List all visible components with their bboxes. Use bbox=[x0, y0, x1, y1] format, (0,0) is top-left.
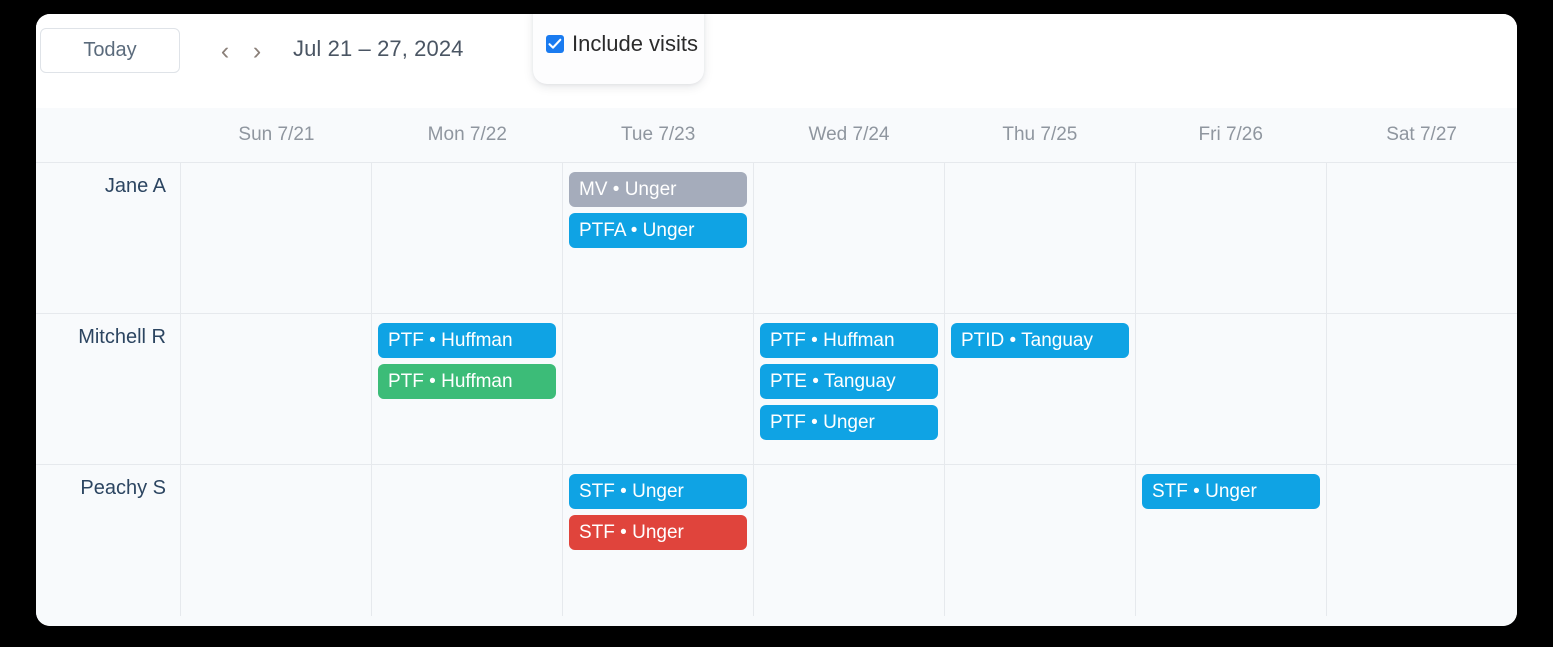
resource-row: Peachy S STF • Unger STF • Unger STF • Unge… bbox=[36, 465, 1517, 616]
include-visits-toggle[interactable]: Include visits bbox=[546, 31, 698, 57]
day-header: Mon 7/22 bbox=[427, 124, 507, 145]
day-header: Wed 7/24 bbox=[808, 124, 890, 145]
day-cell[interactable] bbox=[372, 465, 563, 616]
include-visits-panel: Include visits bbox=[533, 14, 704, 84]
event-pill[interactable]: PTE • Tanguay bbox=[760, 364, 938, 399]
event-pill[interactable]: PTF • Huffman bbox=[378, 364, 556, 399]
day-cell[interactable]: STF • Unger STF • Unger bbox=[563, 465, 754, 616]
day-cell[interactable] bbox=[754, 163, 945, 313]
event-pill[interactable]: PTF • Huffman bbox=[378, 323, 556, 358]
date-navigation: ‹ › bbox=[214, 36, 268, 66]
day-cell[interactable] bbox=[1327, 465, 1517, 616]
day-header: Sat 7/27 bbox=[1386, 124, 1457, 145]
checkmark-icon bbox=[548, 38, 562, 49]
day-cell[interactable] bbox=[181, 163, 372, 313]
day-cell[interactable]: PTID • Tanguay bbox=[945, 314, 1136, 464]
event-pill[interactable]: PTFA • Unger bbox=[569, 213, 747, 248]
day-cell[interactable] bbox=[945, 465, 1136, 616]
day-cell[interactable] bbox=[181, 314, 372, 464]
event-pill[interactable]: PTF • Huffman bbox=[760, 323, 938, 358]
chevron-right-icon[interactable]: › bbox=[252, 36, 262, 65]
resource-name: Jane A bbox=[36, 163, 181, 313]
day-cell[interactable] bbox=[1327, 314, 1517, 464]
day-cell[interactable] bbox=[563, 314, 754, 464]
day-cell[interactable] bbox=[1136, 314, 1327, 464]
calendar-card: Today ‹ › Jul 21 – 27, 2024 Include visi… bbox=[36, 14, 1517, 626]
event-pill[interactable]: PTF • Unger bbox=[760, 405, 938, 440]
event-pill[interactable]: MV • Unger bbox=[569, 172, 747, 207]
day-cell[interactable]: PTF • Huffman PTE • Tanguay PTF • Unger bbox=[754, 314, 945, 464]
calendar-toolbar: Today ‹ › Jul 21 – 27, 2024 Include visi… bbox=[36, 14, 1517, 108]
event-pill[interactable]: PTID • Tanguay bbox=[951, 323, 1129, 358]
day-cell[interactable] bbox=[1136, 163, 1327, 313]
day-cell[interactable] bbox=[1327, 163, 1517, 313]
resource-name: Mitchell R bbox=[36, 314, 181, 464]
chevron-left-icon[interactable]: ‹ bbox=[220, 36, 230, 65]
day-header: Thu 7/25 bbox=[1002, 124, 1078, 145]
resource-name: Peachy S bbox=[36, 465, 181, 616]
today-button[interactable]: Today bbox=[40, 28, 180, 73]
day-header: Fri 7/26 bbox=[1198, 124, 1263, 145]
resource-row: Jane A MV • Unger PTFA • Unger bbox=[36, 163, 1517, 314]
day-cell[interactable]: MV • Unger PTFA • Unger bbox=[563, 163, 754, 313]
day-header: Sun 7/21 bbox=[238, 124, 315, 145]
resource-column-header bbox=[36, 108, 181, 162]
day-cell[interactable] bbox=[372, 163, 563, 313]
day-cell[interactable]: STF • Unger bbox=[1136, 465, 1327, 616]
calendar-grid: Sun 7/21 Mon 7/22 Tue 7/23 Wed 7/24 Thu 7/25… bbox=[36, 108, 1517, 626]
event-pill[interactable]: STF • Unger bbox=[569, 515, 747, 550]
resource-row: Mitchell R PTF • Huffman PTF • Huffman PTF … bbox=[36, 314, 1517, 465]
event-pill[interactable]: STF • Unger bbox=[569, 474, 747, 509]
event-pill[interactable]: STF • Unger bbox=[1142, 474, 1320, 509]
calendar-body: Jane A MV • Unger PTFA • Unger Mitchell R PT… bbox=[36, 163, 1517, 616]
day-cell[interactable] bbox=[754, 465, 945, 616]
day-cell[interactable] bbox=[181, 465, 372, 616]
day-cell[interactable] bbox=[945, 163, 1136, 313]
day-cell[interactable]: PTF • Huffman PTF • Huffman bbox=[372, 314, 563, 464]
include-visits-checkbox[interactable] bbox=[546, 35, 564, 53]
calendar-day-header-row: Sun 7/21 Mon 7/22 Tue 7/23 Wed 7/24 Thu 7/25… bbox=[36, 108, 1517, 163]
include-visits-label: Include visits bbox=[572, 31, 698, 56]
date-range-label: Jul 21 – 27, 2024 bbox=[293, 36, 464, 61]
day-header: Tue 7/23 bbox=[621, 124, 696, 145]
